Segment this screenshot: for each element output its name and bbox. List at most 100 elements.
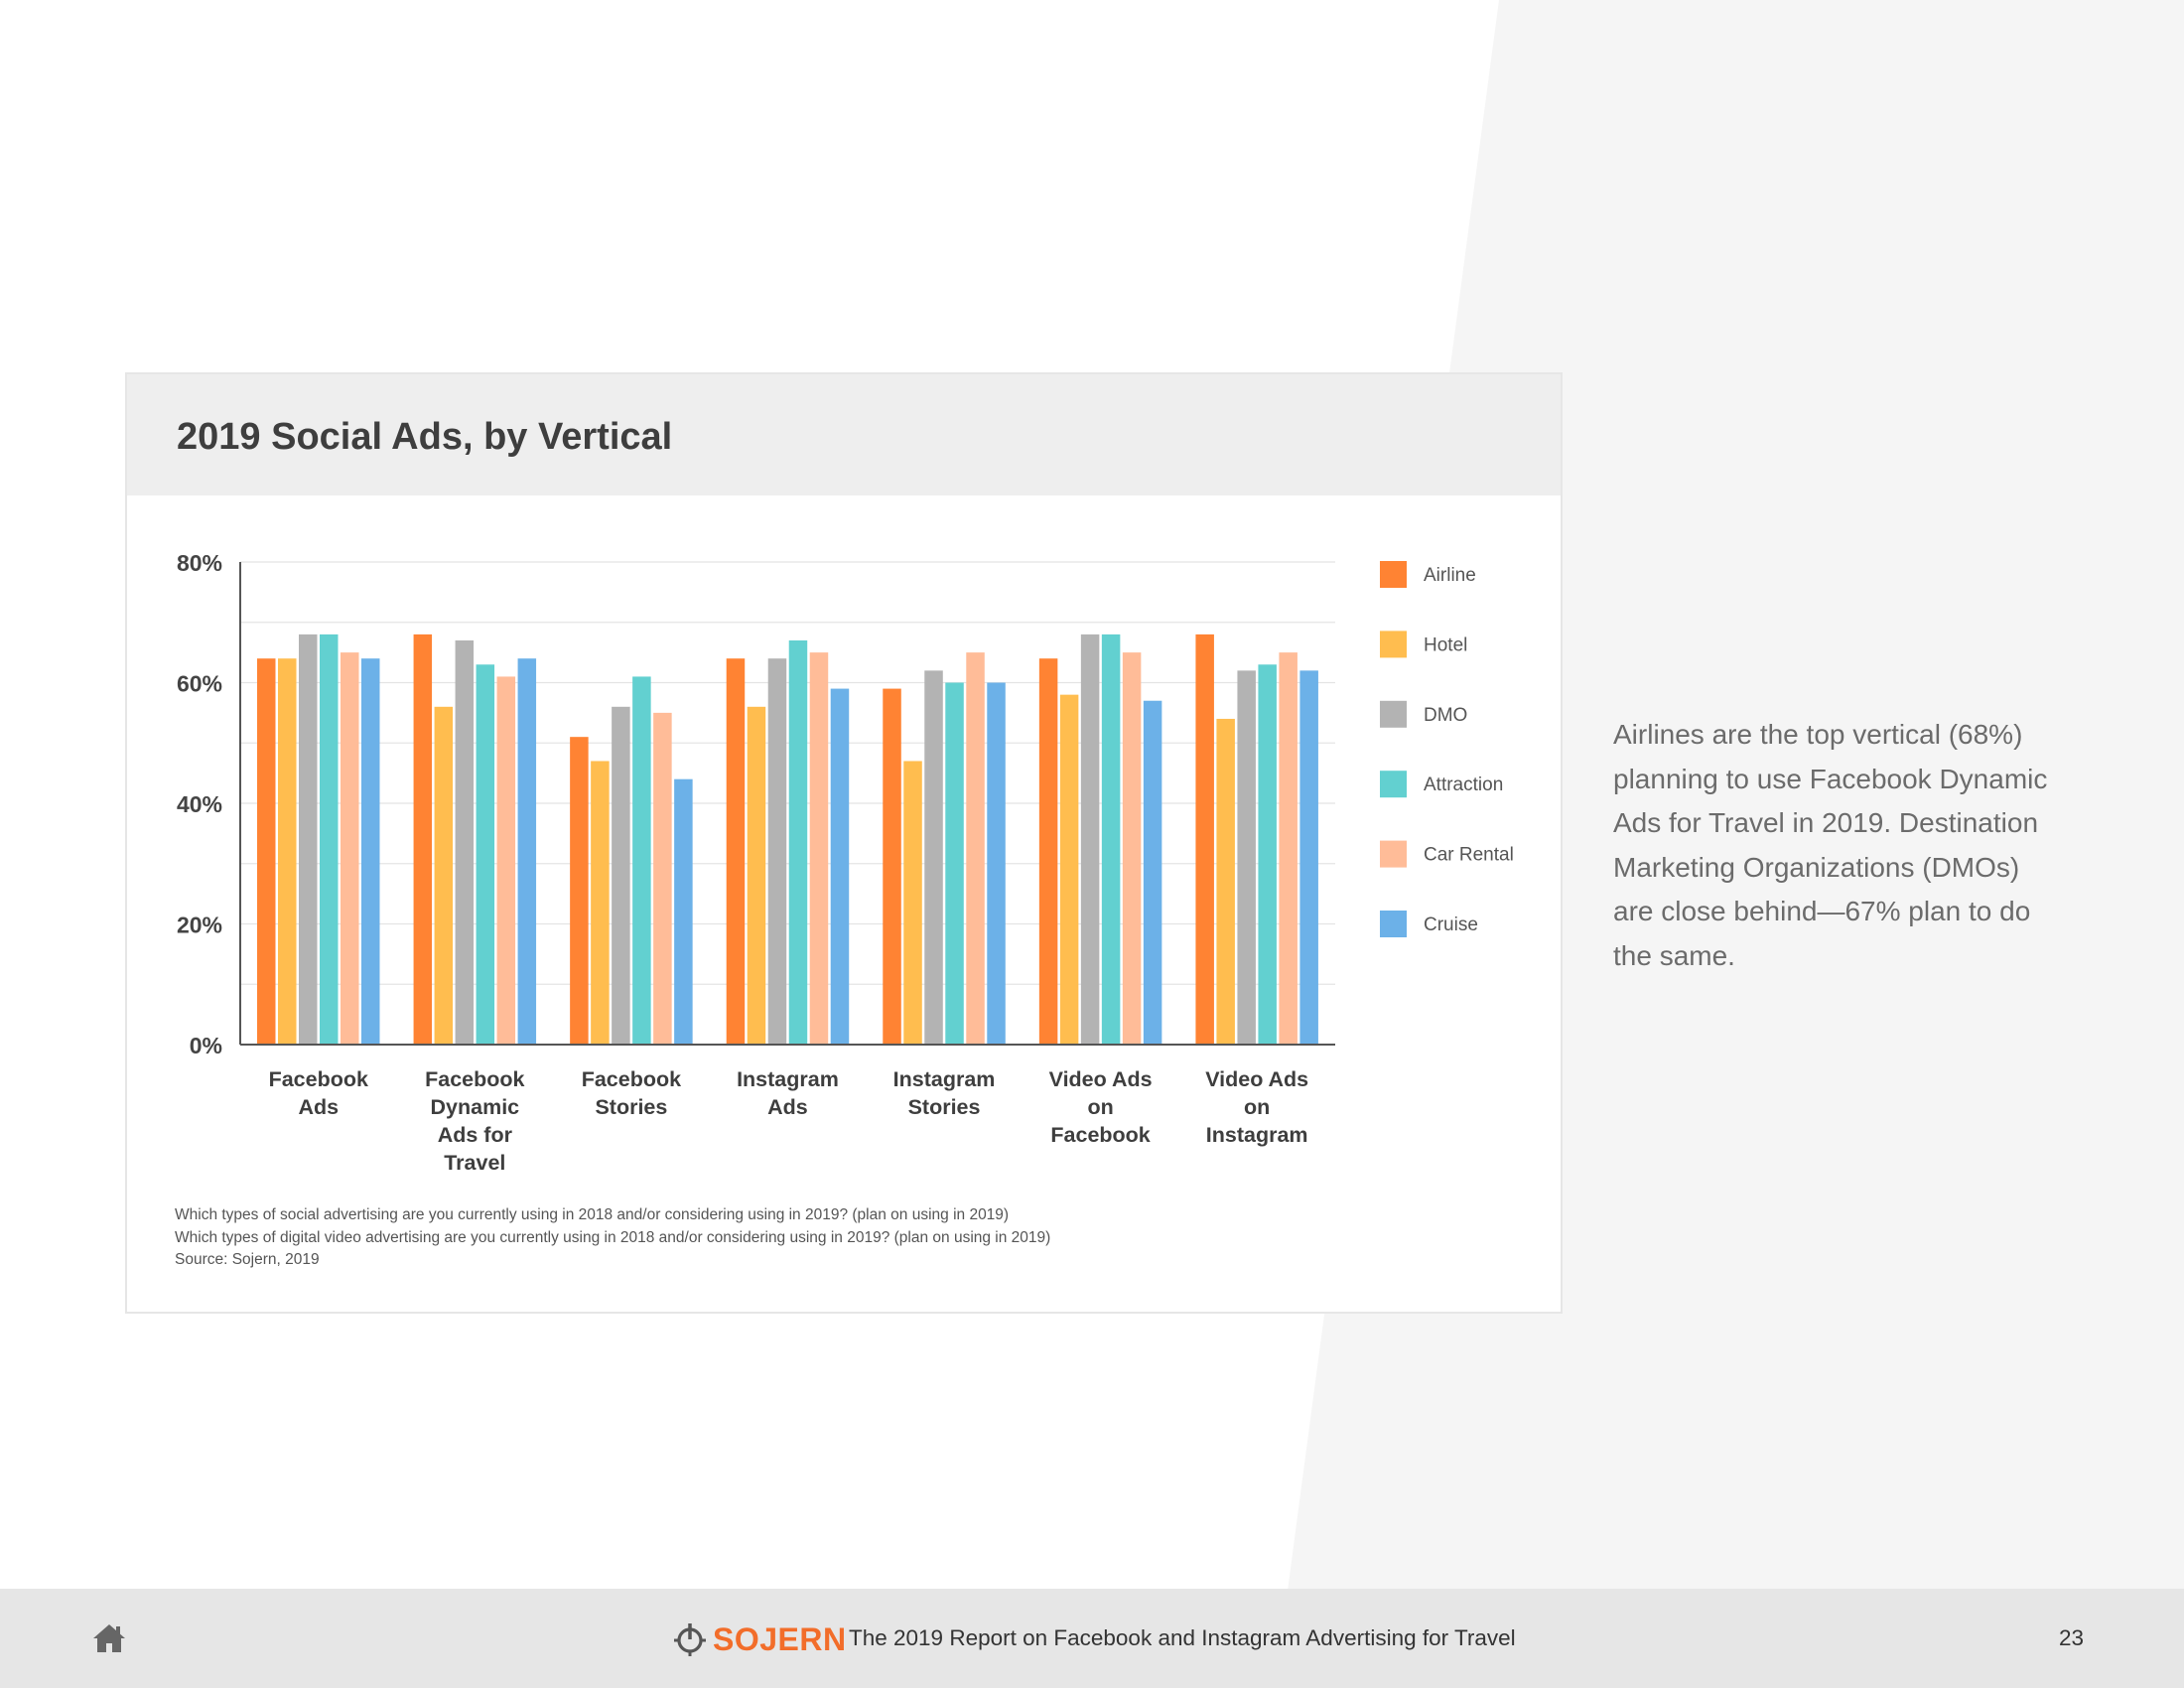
x-category-label: Facebook Dynamic Ads for Travel [425,1067,524,1175]
bar [413,633,433,1045]
chart-card-header: 2019 Social Ads, by Vertical [127,374,1561,495]
x-category-label-line: Facebook [425,1067,524,1091]
legend-label: Hotel [1424,634,1467,655]
x-category-label-line: Instagram [1206,1123,1308,1147]
x-category-label-line: Facebook [582,1067,681,1091]
footer-bar: SOJERN The 2019 Report on Facebook and I… [0,1589,2184,1688]
bar [299,633,318,1045]
home-icon [93,1624,125,1652]
brand-logo: SOJERN [673,1619,847,1659]
home-button[interactable] [91,1622,127,1654]
bar [726,658,746,1045]
x-category-label: Instagram Stories [893,1067,996,1119]
x-category-label-line: Facebook [1050,1123,1150,1147]
x-category-label: Video Ads on Facebook [1049,1067,1153,1147]
bar [945,682,964,1045]
bar [809,652,829,1045]
bar [570,737,589,1045]
bar [883,688,901,1045]
legend-swatch [1380,840,1407,868]
legend-label: Car Rental [1424,845,1514,866]
bar [767,658,787,1045]
x-category-label-line: Stories [595,1095,667,1119]
bar [1195,633,1214,1045]
bar [1080,633,1100,1045]
page-number: 23 [2059,1625,2085,1650]
bar [1237,670,1256,1045]
x-category-label-line: Ads [298,1095,339,1119]
legend-label: Airline [1424,565,1476,586]
bar [1216,718,1235,1045]
legend-label: Attraction [1424,774,1503,795]
y-tick-label: 0% [190,1033,222,1058]
bar [1101,633,1121,1045]
bar [987,682,1006,1045]
bar [1122,652,1142,1045]
x-category-label-line: Ads [767,1095,808,1119]
x-category-label-line: Ads for [438,1123,513,1147]
x-category-label-line: Instagram [893,1067,996,1091]
bar [278,658,297,1045]
bar [966,652,985,1045]
sojern-logo-icon [674,1623,706,1656]
x-category-label-line: Video Ads [1049,1067,1153,1091]
bar [653,712,672,1045]
chart-footnotes: Which types of social advertising are yo… [175,1204,1050,1272]
y-tick-label: 40% [177,791,222,817]
x-category-label: Facebook Stories [582,1067,681,1119]
legend-swatch [1380,911,1407,937]
y-tick-label: 80% [177,550,222,576]
bar [1299,670,1318,1045]
bar [361,658,380,1045]
legend-swatch [1380,561,1407,588]
brand-name: SOJERN [713,1620,847,1657]
bar [591,761,610,1045]
bar [830,688,850,1045]
footnote-question-video: Which types of digital video advertising… [175,1228,1051,1246]
legend-swatch [1380,631,1407,658]
bar [496,676,516,1045]
bar [1059,694,1079,1045]
legend-swatch [1380,700,1407,728]
bar [257,658,276,1045]
bar [341,652,359,1045]
bar [632,676,651,1045]
footnote-question-social: Which types of social advertising are yo… [175,1206,1010,1223]
bar [1143,700,1162,1045]
y-tick-label: 20% [177,913,222,938]
bar [612,706,630,1045]
x-category-label: Facebook Ads [269,1067,368,1119]
bar [517,658,537,1045]
bar [476,664,495,1045]
x-category-label: Instagram Ads [737,1067,839,1119]
chart-title: 2019 Social Ads, by Vertical [177,416,673,458]
footnote-source: Source: Sojern, 2019 [175,1251,320,1268]
x-category-label: Video Ads on Instagram [1205,1067,1308,1147]
x-category-label-line: Dynamic [431,1095,520,1119]
x-category-label-line: on [1087,1095,1113,1119]
x-category-label-line: Video Ads [1205,1067,1308,1091]
x-category-label-line: Stories [908,1095,981,1119]
bar [674,778,693,1045]
x-category-label-line: Facebook [269,1067,368,1091]
bar [455,639,475,1045]
legend-swatch [1380,771,1407,798]
bar [747,706,766,1045]
x-category-label-line: Travel [444,1151,505,1175]
report-title: The 2019 Report on Facebook and Instagra… [849,1625,1516,1650]
bar [320,633,339,1045]
x-category-label-line: on [1244,1095,1270,1119]
bar [788,639,808,1045]
bar [434,706,454,1045]
bar [1279,652,1297,1045]
insight-text: Airlines are the top vertical (68%) plan… [1613,719,2048,971]
legend-label: Cruise [1424,914,1478,935]
bar [1038,658,1058,1045]
legend-label: DMO [1424,705,1467,726]
bar [903,761,922,1045]
x-category-label-line: Instagram [737,1067,839,1091]
bar [924,670,943,1045]
y-tick-label: 60% [177,671,222,697]
bar [1258,664,1277,1045]
